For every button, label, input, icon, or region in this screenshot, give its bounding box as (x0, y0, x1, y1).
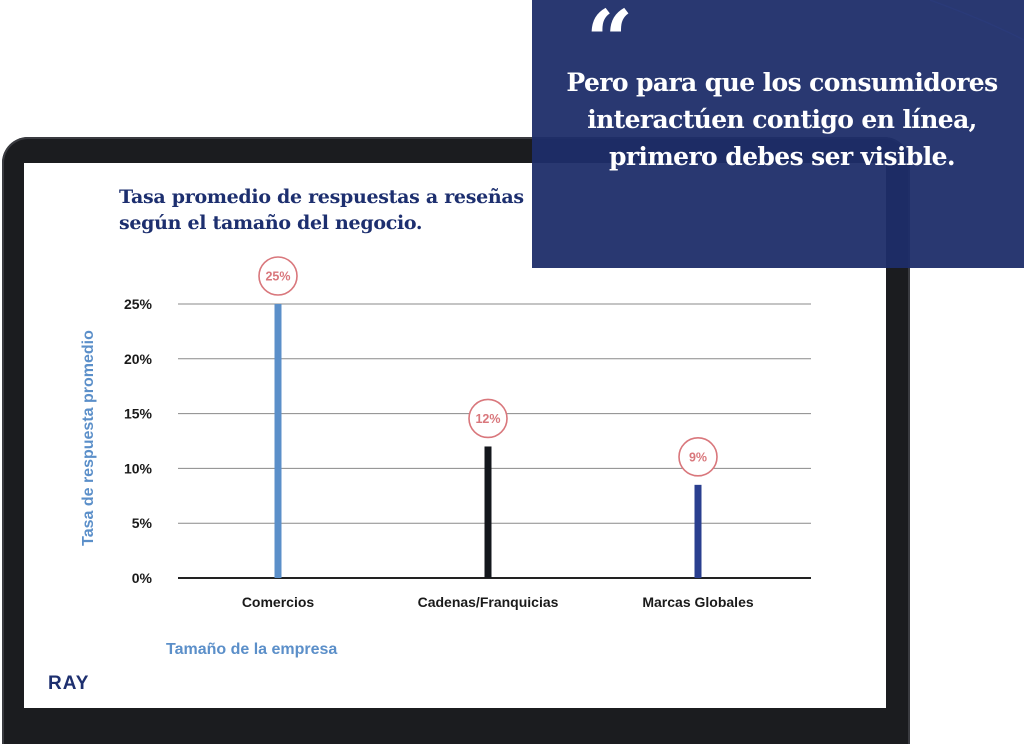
y-tick-label: 5% (132, 515, 153, 531)
data-label: 25% (265, 270, 290, 284)
y-axis-label: Tasa de respuesta promedio (80, 330, 97, 546)
data-label-circle (678, 437, 718, 477)
gridlines (178, 303, 811, 579)
x-tick-label: Marcas Globales (642, 594, 753, 610)
quote-box: “ Pero para que los consumidores interac… (532, 0, 1024, 268)
data-label: 9% (689, 450, 707, 464)
data-label-circle (468, 398, 508, 439)
y-tick-label: 15% (124, 406, 153, 422)
y-tick-label: 10% (124, 460, 153, 476)
bar (484, 446, 492, 578)
data-label: 12% (475, 412, 500, 426)
chart-title: Tasa promedio de respuestas a reseñas se… (119, 186, 524, 234)
y-tick-label: 0% (132, 570, 153, 586)
quote-mark-icon: “ (586, 0, 634, 89)
x-tick-label: Cadenas/Franquicias (418, 594, 559, 610)
quote-text: Pero para que los consumidores interactú… (566, 68, 998, 171)
y-tick-label: 20% (124, 351, 153, 367)
ray-logo: RAY (48, 673, 90, 694)
x-tick-labels: Comercios Cadenas/Franquicias Marcas Globa… (242, 594, 754, 610)
y-tick-labels: 0% 5% 10% 15% 20% 25% (124, 296, 153, 586)
bars (274, 304, 702, 578)
data-labels: 25% 12% 9% (258, 256, 718, 477)
bar (694, 484, 702, 578)
x-axis-label: Tamaño de la empresa (166, 641, 338, 658)
y-tick-label: 25% (124, 296, 153, 312)
data-label-circle (258, 256, 298, 296)
bar (274, 304, 282, 578)
x-tick-label: Comercios (242, 594, 315, 610)
